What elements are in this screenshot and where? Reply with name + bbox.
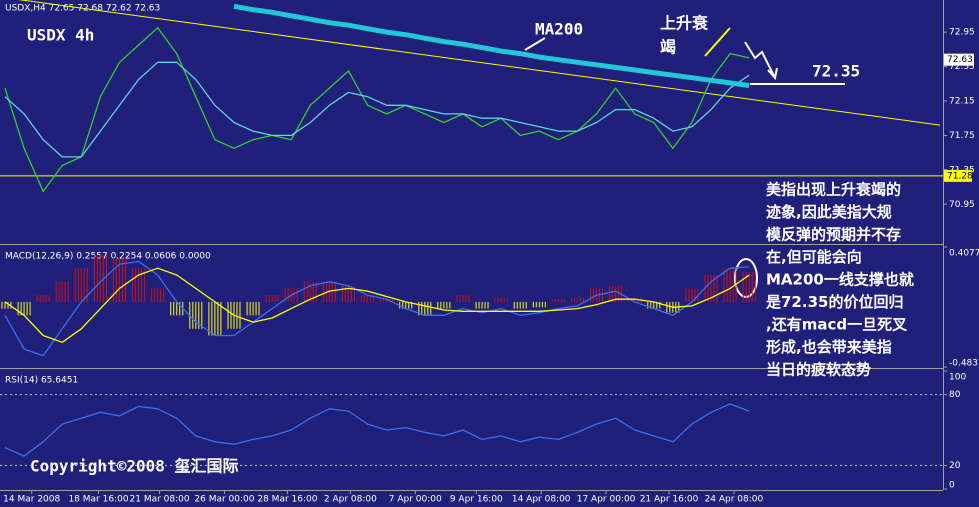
note-line: 形成,也会带来美指 [766,338,892,356]
note-line: 美指出现上升衰竭的 [766,181,901,199]
y-tick-label: 20 [949,461,961,471]
series-line [4,61,750,158]
series-line [4,267,750,343]
trend-line [18,0,941,126]
note-line: MA200一线支撑也就 [766,271,914,289]
note-line: 在,但可能会向 [766,248,862,266]
x-tick-label: 21 Apr 16:00 [640,495,699,505]
note-line: 当日的疲软态势 [766,361,871,379]
y-tick-label: 71.75 [949,131,975,141]
x-tick-label: 14 Apr 08:00 [512,495,571,505]
ma200-label: MA200 [535,20,583,39]
note-line: ,还有macd一旦死叉 [766,316,908,334]
y-tick-label: 0 [949,481,955,491]
x-tick-label: 2 Apr 08:00 [324,495,377,505]
x-tick-label: 7 Apr 00:00 [389,495,442,505]
series-line [4,27,750,193]
rsi-header: RSI(14) 65.6451 [5,376,78,386]
series-line [4,403,750,457]
price-box [944,53,974,66]
annotation: 竭 [660,38,676,57]
panel-borders [0,0,944,491]
y-tick-label: 70.95 [949,200,975,210]
y-tick-label: 80 [949,390,961,400]
price-label: 72.63 [947,55,973,65]
macd-header: MACD(12,26,9) 0.2557 0.2254 0.0606 0.000… [5,252,211,262]
x-tick-label: 28 Mar 16:00 [257,495,317,505]
y-tick-label: 72.55 [949,62,975,72]
copyright: Copyright©2008 玺汇国际 [30,457,239,476]
x-tick-label: 18 Mar 16:00 [68,495,128,505]
annotation: 上升衰 [660,14,709,33]
symbol-label: USDX 4h [27,26,94,45]
series-line [233,3,750,88]
y-tick-label: -0.4837 [949,359,979,369]
annotation: 72.35 [812,62,860,81]
y-tick-label: 72.15 [949,96,975,106]
x-tick-label: 26 Mar 00:00 [194,495,254,505]
x-tick-label: 14 Mar 2008 [3,495,60,505]
note-line: 迹象,因此美指大规 [766,203,892,221]
x-tick-label: 21 Mar 08:00 [130,495,190,505]
x-tick-label: 24 Apr 08:00 [705,495,764,505]
note-line: 是72.35的价位回归 [765,293,903,311]
y-tick-label: 100 [949,373,966,383]
y-tick-label: 0.4077 [949,249,979,259]
x-tick-label: 9 Apr 16:00 [450,495,503,505]
series-line [4,260,750,357]
y-tick-label: 72.95 [949,28,975,38]
level-box [944,169,972,182]
level-label: 71.28 [947,171,973,181]
note-line: 模反弹的预期并不存 [766,226,901,244]
x-tick-label: 17 Apr 00:00 [577,495,636,505]
